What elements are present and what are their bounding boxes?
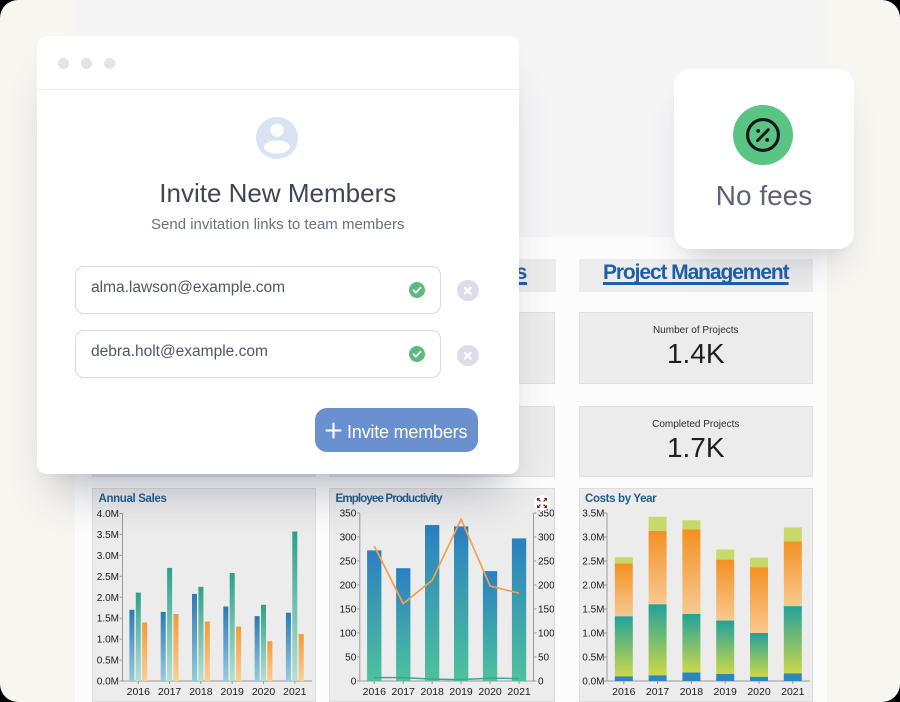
- svg-text:2020: 2020: [747, 686, 771, 698]
- svg-text:2018: 2018: [421, 686, 445, 698]
- svg-text:0: 0: [538, 677, 544, 688]
- svg-text:2016: 2016: [363, 686, 387, 698]
- svg-text:2017: 2017: [645, 686, 669, 698]
- svg-text:350: 350: [538, 509, 555, 520]
- svg-text:1.0M: 1.0M: [97, 635, 119, 646]
- svg-text:2018: 2018: [679, 686, 703, 698]
- svg-text:2.0M: 2.0M: [582, 581, 604, 592]
- svg-text:4.0M: 4.0M: [97, 509, 119, 520]
- svg-text:1.0M: 1.0M: [582, 629, 604, 640]
- svg-text:200: 200: [340, 581, 357, 592]
- svg-text:0.0M: 0.0M: [97, 677, 119, 688]
- svg-text:1.5M: 1.5M: [97, 614, 119, 625]
- svg-text:250: 250: [538, 557, 555, 568]
- svg-text:2.5M: 2.5M: [97, 572, 119, 583]
- svg-text:2020: 2020: [252, 686, 276, 698]
- svg-text:100: 100: [538, 629, 555, 640]
- svg-text:2018: 2018: [189, 686, 213, 698]
- svg-text:2.5M: 2.5M: [582, 557, 604, 568]
- svg-text:2.0M: 2.0M: [97, 593, 119, 604]
- svg-text:2020: 2020: [478, 686, 502, 698]
- svg-text:0.5M: 0.5M: [582, 653, 604, 664]
- svg-text:2021: 2021: [781, 686, 805, 698]
- svg-text:300: 300: [538, 533, 555, 544]
- svg-text:2021: 2021: [283, 686, 307, 698]
- svg-text:250: 250: [340, 557, 357, 568]
- svg-text:50: 50: [538, 653, 550, 664]
- svg-text:2019: 2019: [221, 686, 245, 698]
- svg-text:150: 150: [340, 605, 357, 616]
- svg-text:2016: 2016: [127, 686, 151, 698]
- svg-text:0.5M: 0.5M: [97, 656, 119, 667]
- svg-text:2017: 2017: [158, 686, 182, 698]
- svg-text:100: 100: [340, 629, 357, 640]
- svg-text:3.5M: 3.5M: [97, 530, 119, 541]
- svg-text:0.0M: 0.0M: [582, 677, 604, 688]
- svg-text:2016: 2016: [612, 686, 636, 698]
- svg-text:1.5M: 1.5M: [582, 605, 604, 616]
- svg-text:3.0M: 3.0M: [97, 551, 119, 562]
- svg-text:0: 0: [351, 677, 357, 688]
- svg-text:3.5M: 3.5M: [582, 509, 604, 520]
- svg-text:2021: 2021: [507, 686, 531, 698]
- svg-text:200: 200: [538, 581, 555, 592]
- svg-text:2019: 2019: [449, 686, 473, 698]
- svg-text:2017: 2017: [392, 686, 416, 698]
- svg-text:300: 300: [340, 533, 357, 544]
- svg-text:350: 350: [340, 509, 357, 520]
- svg-text:3.0M: 3.0M: [582, 533, 604, 544]
- svg-text:150: 150: [538, 605, 555, 616]
- svg-text:2019: 2019: [713, 686, 737, 698]
- svg-text:50: 50: [345, 653, 357, 664]
